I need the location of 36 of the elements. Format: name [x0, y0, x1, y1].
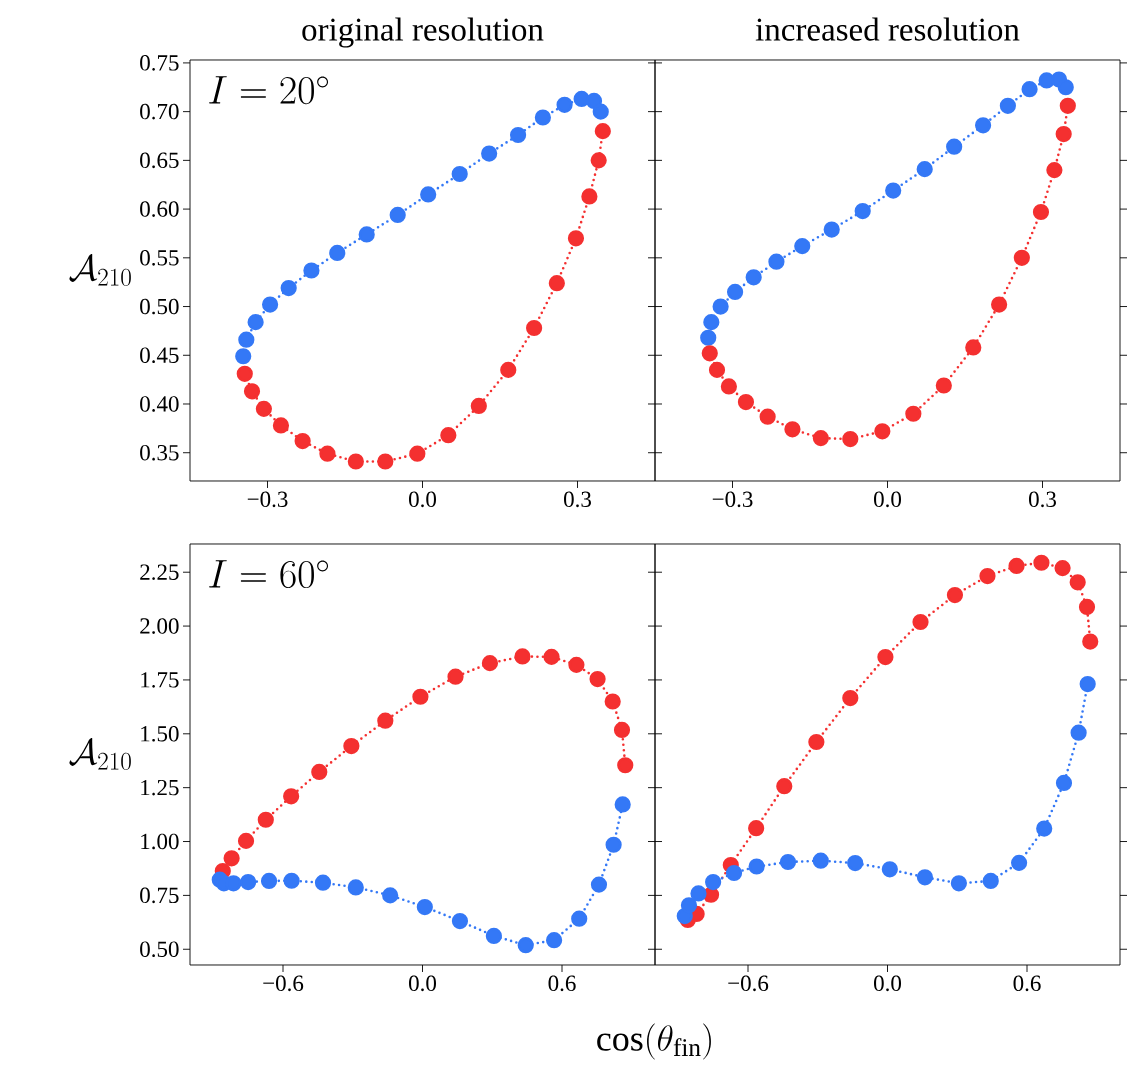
y-tick-label: 0.70 — [140, 103, 179, 120]
y-tick-label: 0.50 — [140, 298, 179, 315]
x-tick-label: 0.0 — [409, 975, 437, 992]
y-tick-label: 0.65 — [140, 152, 179, 169]
x-tick-label: 0.6 — [548, 975, 576, 992]
y-tick-label: 0.75 — [140, 55, 179, 71]
x-tick-label: 0.0 — [874, 491, 902, 508]
y-tick-label: 0.50 — [140, 941, 179, 958]
y-axis-title: $\mathcal{A}_{210}$ — [69, 254, 131, 286]
x-tick-label: 0.0 — [874, 975, 902, 992]
y-tick-label: 2.00 — [140, 618, 179, 634]
x-tick-label: −0.3 — [247, 491, 288, 508]
chart-title: increased resolution — [755, 17, 1020, 41]
x-tick-label: 0.3 — [564, 491, 591, 508]
x-tick-label: −0.3 — [712, 491, 753, 508]
x-tick-label: −0.6 — [728, 975, 769, 992]
annotation: $I = 60^\circ$ — [209, 560, 329, 589]
annotation: $I = 20^\circ$ — [209, 76, 329, 105]
y-tick-label: 0.35 — [140, 444, 179, 461]
x-tick-label: 0.0 — [409, 491, 437, 508]
y-tick-label: 0.60 — [140, 201, 179, 217]
y-tick-label: 1.75 — [141, 672, 179, 688]
y-tick-label: 0.75 — [140, 887, 179, 904]
y-tick-label: 1.50 — [141, 725, 179, 742]
y-axis-title: $\mathcal{A}_{210}$ — [69, 738, 131, 770]
y-tick-label: 2.25 — [140, 564, 179, 580]
x-tick-label: 0.3 — [1029, 491, 1056, 508]
y-tick-label: 0.45 — [140, 347, 179, 364]
y-tick-label: 0.40 — [140, 396, 179, 412]
y-tick-label: 1.25 — [141, 779, 179, 796]
chart-title: original resolution — [302, 17, 544, 48]
y-tick-label: 1.00 — [141, 833, 179, 850]
x-tick-label: −0.6 — [263, 975, 304, 992]
x-axis-title: $\cos(\theta_{\mathrm{fin}})$ — [597, 1023, 711, 1060]
x-tick-label: 0.6 — [1013, 975, 1041, 992]
y-tick-label: 0.55 — [140, 250, 179, 266]
